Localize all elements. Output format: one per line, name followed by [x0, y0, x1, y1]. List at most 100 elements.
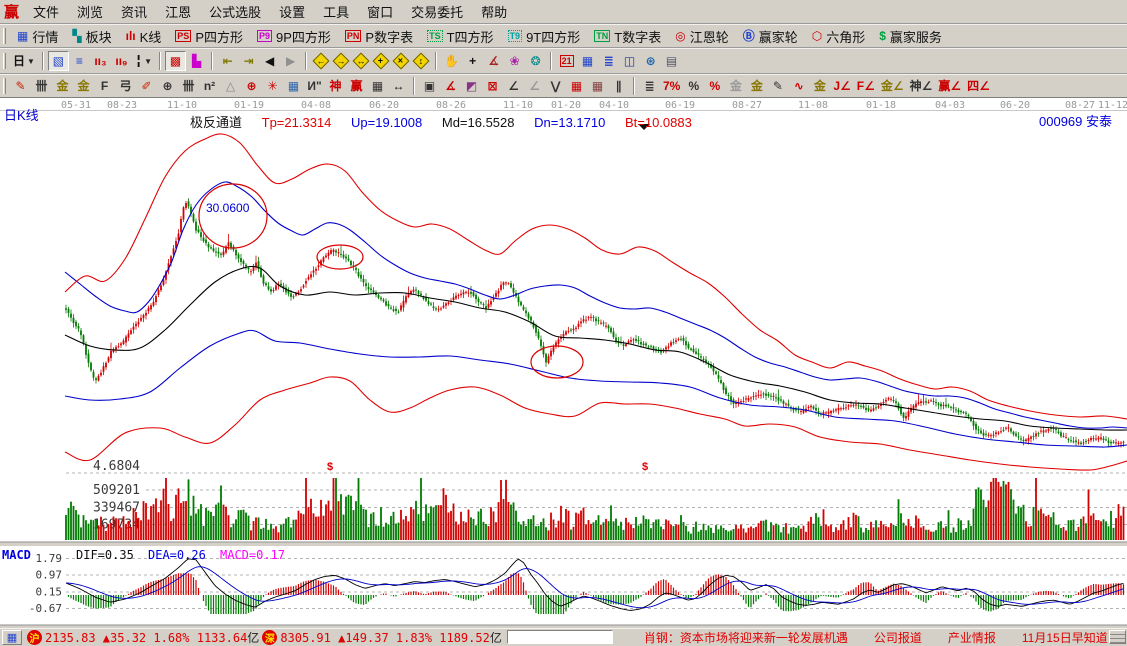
diamond-left-button[interactable]: ←	[313, 53, 330, 70]
statusbar-input[interactable]	[507, 630, 613, 644]
knot-tool-button[interactable]: ❂	[525, 51, 546, 71]
prev-page-button[interactable]: ◀	[259, 51, 280, 71]
nine-bar-view-button[interactable]: ıı₉	[111, 51, 132, 71]
gold-angle-tool-button[interactable]: 金∠	[878, 76, 907, 96]
first-page-button[interactable]: ⇤	[217, 51, 238, 71]
target-tool-button[interactable]: ⊕	[241, 76, 262, 96]
gold-line-tool-button[interactable]: 金	[746, 76, 767, 96]
toolbar-grip[interactable]	[3, 53, 6, 69]
mirror-angle-tool-button[interactable]: △	[220, 76, 241, 96]
candle-style-selector-button[interactable]: ╏▼	[132, 51, 155, 71]
calculator-tool-button[interactable]: ▦	[577, 51, 598, 71]
angle-measure-tool-button[interactable]: ∡	[483, 51, 504, 71]
percent-tool-button[interactable]: %	[683, 76, 704, 96]
gann-wheel-button[interactable]: ◎江恩轮	[668, 26, 736, 46]
last-page-button[interactable]: ⇥	[238, 51, 259, 71]
n-square-tool-button[interactable]: n²	[199, 76, 220, 96]
toolbar-grip[interactable]	[3, 78, 6, 94]
menu-tools[interactable]: 工具	[314, 1, 358, 22]
percent-line-tool-button[interactable]: %	[704, 76, 725, 96]
gold-grid-1-button[interactable]: 金	[52, 76, 73, 96]
diamond-updown-button[interactable]: ↕	[413, 53, 430, 70]
menu-window[interactable]: 窗口	[358, 1, 402, 22]
menu-trade[interactable]: 交易委托	[402, 1, 472, 22]
dotted-angle-tool-button[interactable]: ∠	[524, 76, 545, 96]
web-update-tool-button[interactable]: ⊛	[640, 51, 661, 71]
red-grid-tool-2-button[interactable]: ▦	[587, 76, 608, 96]
gold-grid-2-button[interactable]: 金	[73, 76, 94, 96]
macd-label[interactable]: MACD	[2, 548, 31, 562]
four-angle-tool-button[interactable]: 四∠	[964, 76, 993, 96]
ruler-grid-tool-button[interactable]: 卌	[178, 76, 199, 96]
market-quotes-button[interactable]: ▦行情	[10, 26, 65, 46]
number-grid-tool-button[interactable]: ▦	[367, 76, 388, 96]
j-angle-tool-button[interactable]: J∠	[830, 76, 853, 96]
gold-circle-tool-button[interactable]: 金	[725, 76, 746, 96]
stock-id[interactable]: 000969 安泰	[1039, 111, 1127, 130]
info-panel-button[interactable]: ≡	[69, 51, 90, 71]
morning-news-link[interactable]: 11月15日早知道	[1022, 629, 1108, 646]
toolbar-grip[interactable]	[3, 28, 6, 44]
pen-tool-button[interactable]: ✐	[136, 76, 157, 96]
menu-gann[interactable]: 江恩	[156, 1, 200, 22]
red-overlay-toggle-button[interactable]: ▩	[165, 51, 186, 71]
three-bar-view-button[interactable]: ıı₃	[90, 51, 111, 71]
shen-angle-tool-button[interactable]: 神∠	[907, 76, 936, 96]
sectors-button[interactable]: ▚板块	[65, 26, 118, 46]
candle-style-selector-dropdown-icon[interactable]: ▼	[144, 57, 152, 66]
company-report-link[interactable]: 公司报道	[874, 629, 922, 646]
hexagon-button[interactable]: ⬡六角形	[805, 26, 873, 46]
shanghai-index-icon[interactable]: 沪	[27, 630, 42, 645]
period-label[interactable]: 日K线	[4, 105, 39, 124]
menu-news[interactable]: 资讯	[112, 1, 156, 22]
gold-line-tool-2-button[interactable]: 金	[809, 76, 830, 96]
save-tool-button[interactable]: ◫	[619, 51, 640, 71]
quote-table-button[interactable]: ▦	[2, 630, 22, 645]
notepad-tool-button[interactable]: ≣	[598, 51, 619, 71]
gann-circle-tool-button[interactable]: ⊕	[157, 76, 178, 96]
diamond-cross-button[interactable]: ×	[393, 53, 410, 70]
menu-formula-picker[interactable]: 公式选股	[200, 1, 270, 22]
menu-settings[interactable]: 设置	[270, 1, 314, 22]
grid-tool-button[interactable]: 卌	[31, 76, 52, 96]
industry-info-link[interactable]: 产业情报	[948, 629, 996, 646]
diamond-expand-button[interactable]: ↔	[353, 53, 370, 70]
ying-grid-tool-button[interactable]: 赢	[346, 76, 367, 96]
wave-tool-button[interactable]: ∿	[788, 76, 809, 96]
menu-browse[interactable]: 浏览	[68, 1, 112, 22]
web-box-tool-button[interactable]: ▦	[283, 76, 304, 96]
next-page-button[interactable]: ▶	[280, 51, 301, 71]
red-fan-tool-button[interactable]: ∡	[440, 76, 461, 96]
brush-tool-button[interactable]: ✎	[10, 76, 31, 96]
ying-angle-tool-button[interactable]: 赢∠	[935, 76, 964, 96]
menu-help[interactable]: 帮助	[472, 1, 516, 22]
crosshair-tool-button[interactable]: +	[462, 51, 483, 71]
v-line-tool-button[interactable]: ⋁	[545, 76, 566, 96]
fan-box-tool-button[interactable]: ◩	[461, 76, 482, 96]
menu-file[interactable]: 文件	[24, 1, 68, 22]
calendar-tool-button[interactable]: 21	[556, 51, 577, 71]
statusbar-resize-grip[interactable]	[1109, 630, 1126, 644]
red-grid-tool-button[interactable]: ▦	[566, 76, 587, 96]
gong-grid-tool-button[interactable]: 弓	[115, 76, 136, 96]
percent7-tool-button[interactable]: 7%	[660, 76, 683, 96]
news-headline-link[interactable]: 肖钢：资本市场将迎来新一轮发展机遇	[644, 629, 848, 646]
wave-mark-tool-button[interactable]: И"	[304, 76, 325, 96]
spider-web-tool-button[interactable]: ✳	[262, 76, 283, 96]
f-angle-tool-button[interactable]: F∠	[854, 76, 878, 96]
period-day-selector-dropdown-icon[interactable]: ▼	[27, 57, 35, 66]
flower-tool-button[interactable]: ❀	[504, 51, 525, 71]
diamond-plus-button[interactable]: +	[373, 53, 390, 70]
ink-pen-tool-button[interactable]: ✎	[767, 76, 788, 96]
price-scale-tool-button[interactable]: ≣	[639, 76, 660, 96]
diamond-right-button[interactable]: →	[333, 53, 350, 70]
parallel-line-tool-button[interactable]: ∥	[608, 76, 629, 96]
chart-window-toggle-button[interactable]: ▧	[48, 51, 69, 71]
box-diagonal-tool-button[interactable]: ⊠	[482, 76, 503, 96]
